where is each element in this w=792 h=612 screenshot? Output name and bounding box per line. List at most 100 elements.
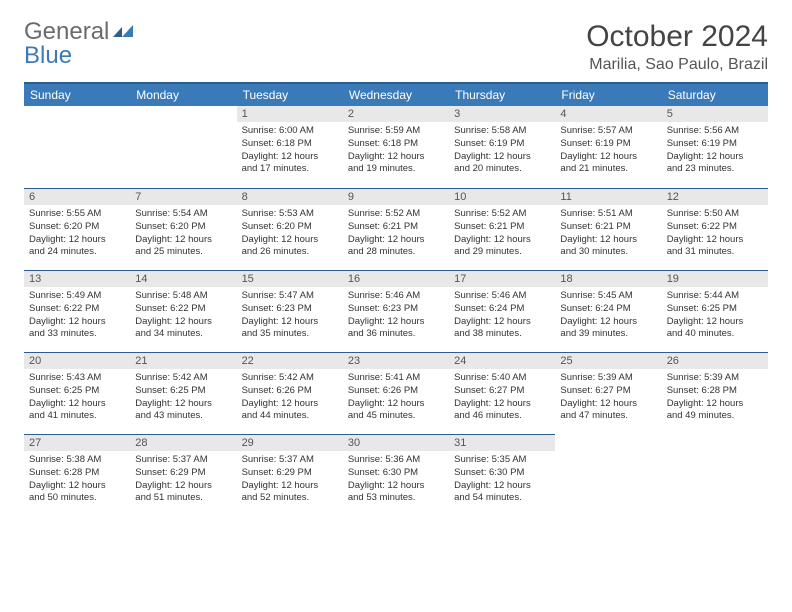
day-details: Sunrise: 5:46 AMSunset: 6:24 PMDaylight:… <box>449 287 555 343</box>
calendar-cell: 25Sunrise: 5:39 AMSunset: 6:27 PMDayligh… <box>555 352 661 434</box>
day-number: 28 <box>130 434 236 451</box>
calendar-cell: 15Sunrise: 5:47 AMSunset: 6:23 PMDayligh… <box>237 270 343 352</box>
logo-flag-icon <box>113 18 135 45</box>
day-details: Sunrise: 5:47 AMSunset: 6:23 PMDaylight:… <box>237 287 343 343</box>
day-details: Sunrise: 5:43 AMSunset: 6:25 PMDaylight:… <box>24 369 130 425</box>
calendar-cell: 22Sunrise: 5:42 AMSunset: 6:26 PMDayligh… <box>237 352 343 434</box>
day-details: Sunrise: 5:53 AMSunset: 6:20 PMDaylight:… <box>237 205 343 261</box>
calendar-cell: 23Sunrise: 5:41 AMSunset: 6:26 PMDayligh… <box>343 352 449 434</box>
day-number: 16 <box>343 270 449 287</box>
day-details: Sunrise: 5:36 AMSunset: 6:30 PMDaylight:… <box>343 451 449 507</box>
day-number: 4 <box>555 106 661 122</box>
calendar-cell: 28Sunrise: 5:37 AMSunset: 6:29 PMDayligh… <box>130 434 236 516</box>
day-number: 12 <box>662 188 768 205</box>
day-details: Sunrise: 5:56 AMSunset: 6:19 PMDaylight:… <box>662 122 768 178</box>
calendar-week-row: 6Sunrise: 5:55 AMSunset: 6:20 PMDaylight… <box>24 188 768 270</box>
calendar-week-row: 20Sunrise: 5:43 AMSunset: 6:25 PMDayligh… <box>24 352 768 434</box>
calendar-table: Sunday Monday Tuesday Wednesday Thursday… <box>24 82 768 516</box>
day-details: Sunrise: 5:44 AMSunset: 6:25 PMDaylight:… <box>662 287 768 343</box>
calendar-cell: 24Sunrise: 5:40 AMSunset: 6:27 PMDayligh… <box>449 352 555 434</box>
day-header: Friday <box>555 83 661 106</box>
calendar-cell: 7Sunrise: 5:54 AMSunset: 6:20 PMDaylight… <box>130 188 236 270</box>
day-number: 29 <box>237 434 343 451</box>
day-number: 24 <box>449 352 555 369</box>
calendar-cell <box>24 106 130 188</box>
day-number: 6 <box>24 188 130 205</box>
day-number: 11 <box>555 188 661 205</box>
day-details: Sunrise: 5:55 AMSunset: 6:20 PMDaylight:… <box>24 205 130 261</box>
day-number: 10 <box>449 188 555 205</box>
day-number: 20 <box>24 352 130 369</box>
day-number: 15 <box>237 270 343 287</box>
calendar-cell: 20Sunrise: 5:43 AMSunset: 6:25 PMDayligh… <box>24 352 130 434</box>
calendar-cell: 17Sunrise: 5:46 AMSunset: 6:24 PMDayligh… <box>449 270 555 352</box>
day-number: 18 <box>555 270 661 287</box>
day-number: 1 <box>237 106 343 122</box>
calendar-cell: 2Sunrise: 5:59 AMSunset: 6:18 PMDaylight… <box>343 106 449 188</box>
day-details: Sunrise: 5:42 AMSunset: 6:25 PMDaylight:… <box>130 369 236 425</box>
calendar-week-row: 27Sunrise: 5:38 AMSunset: 6:28 PMDayligh… <box>24 434 768 516</box>
day-details: Sunrise: 5:54 AMSunset: 6:20 PMDaylight:… <box>130 205 236 261</box>
day-number: 17 <box>449 270 555 287</box>
day-header: Wednesday <box>343 83 449 106</box>
day-number: 13 <box>24 270 130 287</box>
day-header-row: Sunday Monday Tuesday Wednesday Thursday… <box>24 83 768 106</box>
day-number: 25 <box>555 352 661 369</box>
day-details: Sunrise: 6:00 AMSunset: 6:18 PMDaylight:… <box>237 122 343 178</box>
calendar-cell <box>662 434 768 516</box>
calendar-week-row: 13Sunrise: 5:49 AMSunset: 6:22 PMDayligh… <box>24 270 768 352</box>
day-details: Sunrise: 5:45 AMSunset: 6:24 PMDaylight:… <box>555 287 661 343</box>
day-details: Sunrise: 5:58 AMSunset: 6:19 PMDaylight:… <box>449 122 555 178</box>
day-details: Sunrise: 5:38 AMSunset: 6:28 PMDaylight:… <box>24 451 130 507</box>
calendar-cell: 4Sunrise: 5:57 AMSunset: 6:19 PMDaylight… <box>555 106 661 188</box>
header: GeneralBlue October 2024 Marilia, Sao Pa… <box>24 20 768 74</box>
day-number: 23 <box>343 352 449 369</box>
logo: GeneralBlue <box>24 20 135 68</box>
calendar-cell: 13Sunrise: 5:49 AMSunset: 6:22 PMDayligh… <box>24 270 130 352</box>
calendar-cell: 8Sunrise: 5:53 AMSunset: 6:20 PMDaylight… <box>237 188 343 270</box>
calendar-cell: 5Sunrise: 5:56 AMSunset: 6:19 PMDaylight… <box>662 106 768 188</box>
day-number: 3 <box>449 106 555 122</box>
day-header: Saturday <box>662 83 768 106</box>
day-number: 27 <box>24 434 130 451</box>
calendar-cell: 6Sunrise: 5:55 AMSunset: 6:20 PMDaylight… <box>24 188 130 270</box>
calendar-cell: 9Sunrise: 5:52 AMSunset: 6:21 PMDaylight… <box>343 188 449 270</box>
day-details: Sunrise: 5:46 AMSunset: 6:23 PMDaylight:… <box>343 287 449 343</box>
day-header: Tuesday <box>237 83 343 106</box>
calendar-cell: 3Sunrise: 5:58 AMSunset: 6:19 PMDaylight… <box>449 106 555 188</box>
calendar-cell: 11Sunrise: 5:51 AMSunset: 6:21 PMDayligh… <box>555 188 661 270</box>
day-header: Sunday <box>24 83 130 106</box>
calendar-cell: 27Sunrise: 5:38 AMSunset: 6:28 PMDayligh… <box>24 434 130 516</box>
day-header: Thursday <box>449 83 555 106</box>
calendar-cell: 18Sunrise: 5:45 AMSunset: 6:24 PMDayligh… <box>555 270 661 352</box>
calendar-cell: 12Sunrise: 5:50 AMSunset: 6:22 PMDayligh… <box>662 188 768 270</box>
day-details: Sunrise: 5:35 AMSunset: 6:30 PMDaylight:… <box>449 451 555 507</box>
day-number: 5 <box>662 106 768 122</box>
calendar-cell: 30Sunrise: 5:36 AMSunset: 6:30 PMDayligh… <box>343 434 449 516</box>
day-number: 9 <box>343 188 449 205</box>
calendar-cell: 19Sunrise: 5:44 AMSunset: 6:25 PMDayligh… <box>662 270 768 352</box>
day-details: Sunrise: 5:37 AMSunset: 6:29 PMDaylight:… <box>237 451 343 507</box>
calendar-cell <box>555 434 661 516</box>
day-details: Sunrise: 5:41 AMSunset: 6:26 PMDaylight:… <box>343 369 449 425</box>
logo-text-1: General <box>24 18 109 45</box>
day-number: 31 <box>449 434 555 451</box>
day-details: Sunrise: 5:50 AMSunset: 6:22 PMDaylight:… <box>662 205 768 261</box>
calendar-week-row: 1Sunrise: 6:00 AMSunset: 6:18 PMDaylight… <box>24 106 768 188</box>
page-title: October 2024 <box>586 20 768 54</box>
day-details: Sunrise: 5:39 AMSunset: 6:27 PMDaylight:… <box>555 369 661 425</box>
location-text: Marilia, Sao Paulo, Brazil <box>586 56 768 74</box>
day-number: 26 <box>662 352 768 369</box>
calendar-cell: 16Sunrise: 5:46 AMSunset: 6:23 PMDayligh… <box>343 270 449 352</box>
day-number: 22 <box>237 352 343 369</box>
day-details: Sunrise: 5:51 AMSunset: 6:21 PMDaylight:… <box>555 205 661 261</box>
day-number: 14 <box>130 270 236 287</box>
day-details: Sunrise: 5:39 AMSunset: 6:28 PMDaylight:… <box>662 369 768 425</box>
calendar-cell: 21Sunrise: 5:42 AMSunset: 6:25 PMDayligh… <box>130 352 236 434</box>
calendar-cell: 14Sunrise: 5:48 AMSunset: 6:22 PMDayligh… <box>130 270 236 352</box>
day-details: Sunrise: 5:59 AMSunset: 6:18 PMDaylight:… <box>343 122 449 178</box>
day-details: Sunrise: 5:37 AMSunset: 6:29 PMDaylight:… <box>130 451 236 507</box>
day-details: Sunrise: 5:52 AMSunset: 6:21 PMDaylight:… <box>449 205 555 261</box>
day-number: 19 <box>662 270 768 287</box>
calendar-body: 1Sunrise: 6:00 AMSunset: 6:18 PMDaylight… <box>24 106 768 516</box>
